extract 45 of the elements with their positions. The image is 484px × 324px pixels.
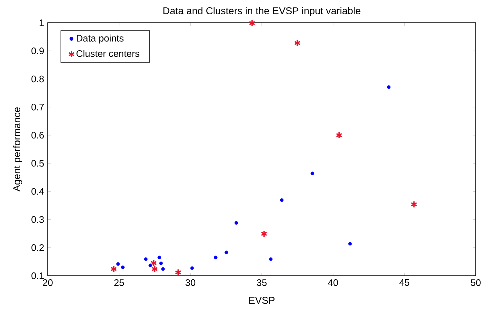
- point: [410, 200, 418, 208]
- point: [116, 262, 120, 266]
- y-tick-label: 0.5: [32, 160, 44, 167]
- legend-label: Cluster centers: [76, 50, 140, 58]
- point: [121, 266, 125, 270]
- point: [336, 132, 343, 140]
- x-tick-label: 45: [400, 280, 410, 286]
- y-tick-label: 0.2: [32, 244, 44, 252]
- point: [261, 230, 268, 238]
- point: [224, 250, 228, 254]
- point: [161, 267, 166, 272]
- point: [348, 242, 352, 246]
- y-tick-label: 0.9: [32, 48, 44, 54]
- y-axis-title: Agent performance: [13, 108, 22, 192]
- y-tick-label: 0.1: [32, 272, 44, 280]
- y-tick-label: 0.8: [32, 76, 44, 83]
- x-tick-label: 25: [114, 280, 124, 286]
- point: [158, 256, 162, 260]
- point: [280, 198, 284, 202]
- y-tick-label: 0.6: [32, 132, 44, 139]
- chart-title: Data and Clusters in the EVSP input variable: [164, 7, 361, 16]
- point: [144, 258, 148, 262]
- point: [269, 258, 273, 262]
- point: [294, 40, 301, 47]
- point: [148, 264, 152, 268]
- y-tick-label: 1: [40, 20, 44, 26]
- y-tick-label: 0.3: [32, 216, 44, 224]
- x-tick-label: 50: [471, 280, 481, 286]
- point: [175, 268, 182, 276]
- point: [234, 221, 238, 225]
- y-tick-label: 0.7: [32, 104, 44, 111]
- point: [249, 20, 256, 27]
- y-tick-label: 0.4: [32, 188, 44, 196]
- x-tick-label: 20: [43, 280, 53, 286]
- point: [387, 86, 391, 90]
- point: [310, 172, 314, 176]
- legend-label: Data points: [77, 34, 124, 44]
- x-tick-label: 30: [186, 280, 196, 286]
- point: [159, 262, 164, 266]
- point: [110, 266, 118, 273]
- point: [190, 266, 194, 270]
- x-axis-title: EVSP: [250, 297, 275, 304]
- x-tick-label: 40: [328, 280, 338, 286]
- point: [214, 256, 218, 260]
- x-tick-label: 35: [257, 280, 267, 286]
